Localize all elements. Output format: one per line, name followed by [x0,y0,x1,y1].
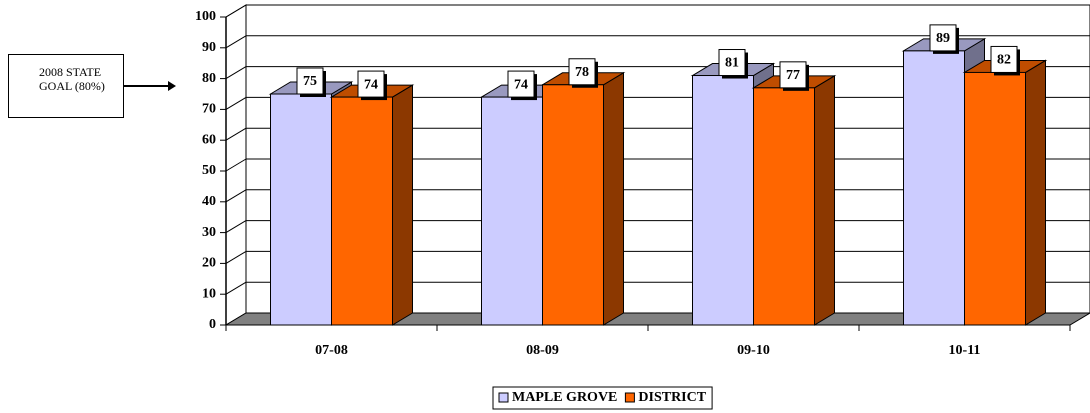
value-label: 77 [786,68,800,83]
value-label-box [357,70,385,98]
grid-line [225,250,247,264]
x-tick-label: 08-09 [526,343,559,358]
grid-line [225,35,247,49]
value-label-box [296,67,324,95]
value-label: 75 [303,74,317,89]
annotation-arrowhead [168,81,176,91]
y-tick-label: 0 [209,317,216,332]
grid-line [225,96,247,110]
legend [492,386,713,410]
grid-line [225,189,247,203]
bar-side [392,84,413,326]
bar [270,93,332,326]
value-label: 81 [725,56,739,71]
y-tick-label: 90 [202,40,216,55]
y-tick-label: 100 [195,9,216,24]
grid-line [225,4,247,18]
x-tick-label: 07-08 [315,343,348,358]
y-tick-label: 70 [202,102,216,117]
grid-line [225,158,247,172]
bar [753,87,815,326]
y-tick-label: 10 [202,286,216,301]
y-tick-label: 40 [202,194,216,209]
value-label-box [990,45,1018,73]
value-label: 74 [514,77,528,92]
legend-label: DISTRICT [638,390,706,405]
value-label: 82 [997,53,1011,68]
value-label: 89 [936,31,950,46]
bar [542,84,604,326]
bar [692,75,754,326]
y-tick-label: 20 [202,256,216,271]
y-tick-label: 50 [202,163,216,178]
y-tick-label: 60 [202,132,216,147]
value-label-box [507,70,535,98]
grid-line [225,66,247,80]
bar [964,71,1026,326]
legend-swatch [498,392,509,403]
grid-line [225,127,247,141]
value-label-box [568,58,596,86]
y-tick-label: 80 [202,71,216,86]
legend-label: MAPLE GROVE [512,390,617,405]
bar-side [1025,59,1046,326]
value-label-box [929,24,957,52]
grid-line [225,281,247,295]
x-tick-label: 09-10 [737,343,770,358]
y-tick-label: 30 [202,225,216,240]
value-label-box [718,49,746,77]
bar [331,96,393,326]
value-label: 78 [575,65,589,80]
grid-line [225,220,247,234]
x-tick-label: 10-11 [949,343,981,358]
value-label-box [779,61,807,89]
bar [903,50,965,326]
value-label: 74 [364,77,378,92]
bar [481,96,543,326]
legend-swatch [624,392,635,403]
bar-side [814,74,835,326]
annotation: 2008 STATE GOAL (80%) [8,54,124,118]
bar-side [603,71,624,326]
